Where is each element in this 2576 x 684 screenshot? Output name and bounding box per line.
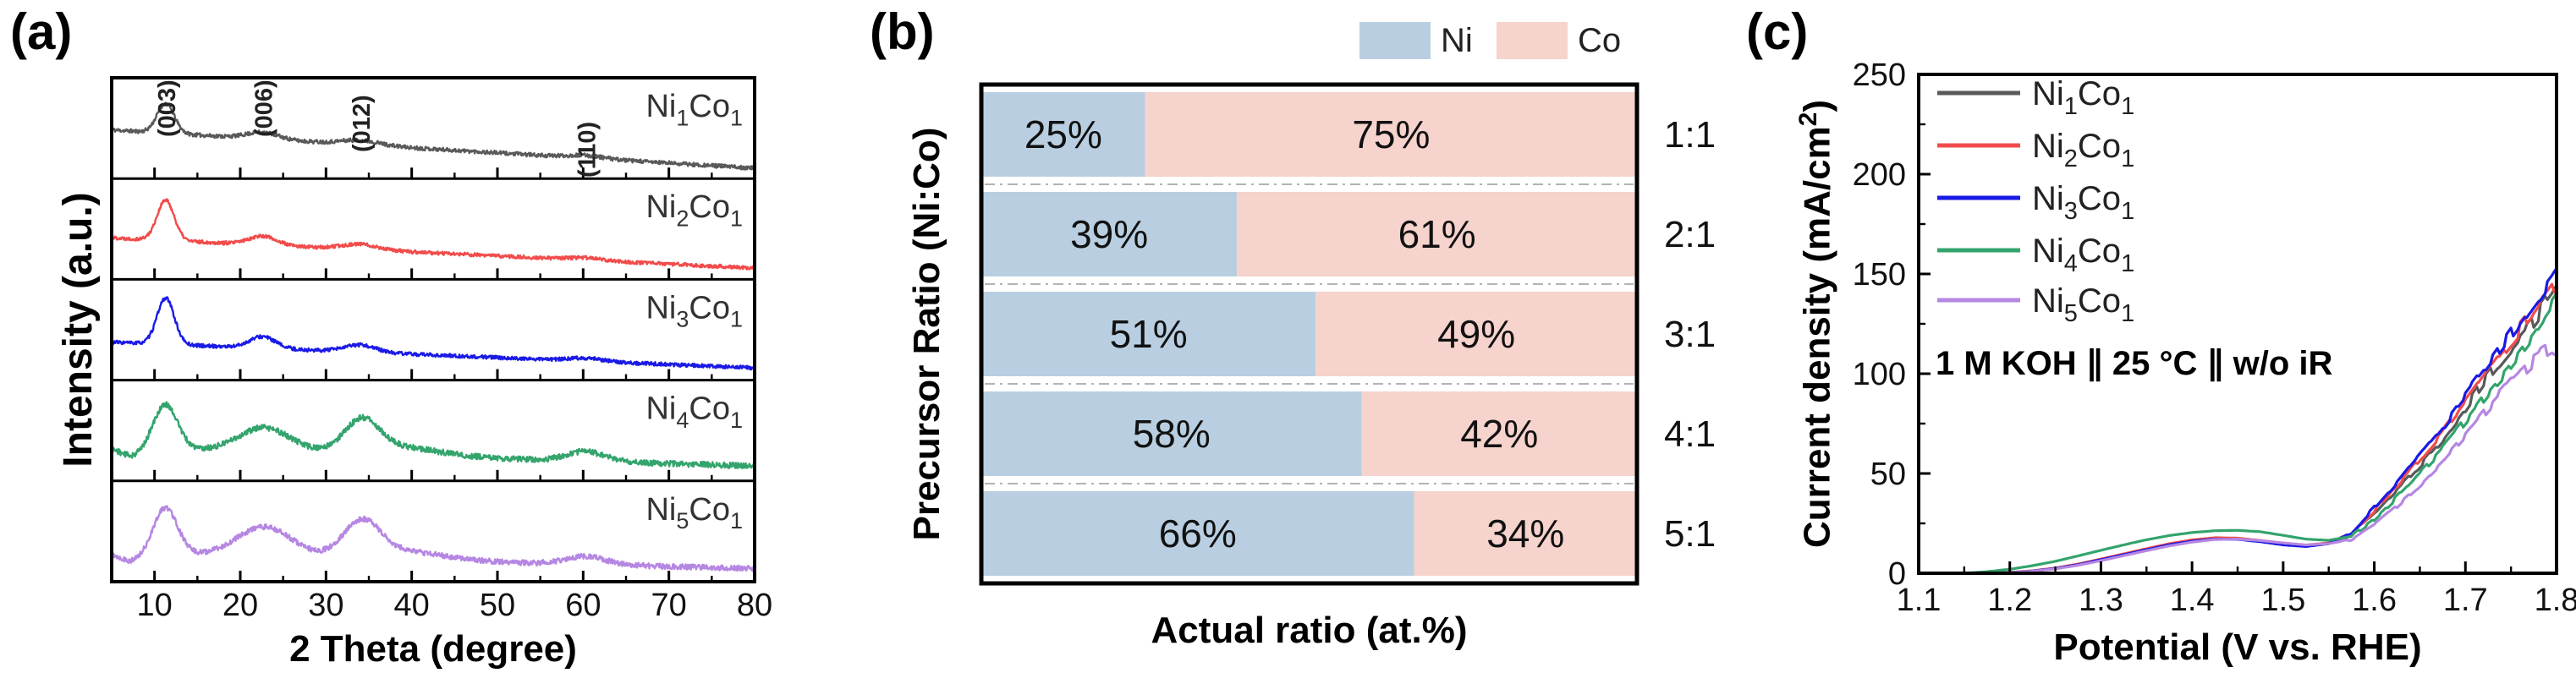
xrd-series-label-Ni5Co1: Ni5Co1 [645, 492, 743, 534]
x-tick-label: 1.3 [2079, 583, 2123, 618]
lsv-curve-Ni1Co1 [1986, 284, 2557, 573]
panel-a-plot: Ni1Co1 Ni2Co1 Ni3Co1 Ni4Co1 Ni5Co1 (003) (006)… [110, 76, 772, 623]
x-tick-label: 60 [565, 588, 601, 623]
bar-ni-value-label: 25% [1024, 112, 1102, 156]
x-tick-label: 50 [480, 588, 515, 623]
bar-co-value-label: 75% [1352, 112, 1430, 156]
legend-label-Ni5Co1: Ni5Co1 [2032, 282, 2134, 327]
bar-ni-segment [983, 391, 1362, 476]
panel-c-plot: 1.1 1.2 1.3 1.4 1.5 1.6 1.7 1.8 0 50 100 150 200 250 N… [1853, 57, 2576, 618]
y-tick-label: 100 [1853, 357, 1906, 392]
peak-label-006: (006) [250, 79, 277, 137]
panel-b-x-axis-title: Actual ratio (at.%) [1151, 610, 1468, 651]
x-tick-label: 20 [222, 588, 258, 623]
legend-label-Ni: Ni [1441, 22, 1473, 59]
panel-c-x-axis-title: Potential (V vs. RHE) [2053, 627, 2422, 668]
bar-ni-value-label: 51% [1110, 312, 1188, 356]
x-tick-label: 1.7 [2443, 583, 2488, 618]
xrd-trace-Ni3Co1 [111, 296, 755, 371]
legend-label-Ni3Co1: Ni3Co1 [2032, 180, 2134, 225]
panel-c-label: (c) [1746, 3, 1809, 60]
bar-co-value-label: 42% [1460, 412, 1538, 456]
bar-category-label: 5:1 [1664, 513, 1716, 555]
panel-a-label: (a) [10, 3, 73, 60]
panel-b-plot: 25% 75% 1:1 39% 61% 2:1 51% 49% 3:1 58% 42% 4:1 66% 3… [979, 22, 1716, 586]
conditions-annotation: 1 M KOH ∥ 25 °C ∥ w/o iR [1936, 345, 2333, 382]
x-tick-label: 1.6 [2352, 583, 2397, 618]
xrd-series-label-Ni3Co1: Ni3Co1 [645, 290, 743, 331]
panel-c-frame [1917, 73, 2558, 575]
y-tick-label: 150 [1853, 257, 1906, 293]
panel-b-label: (b) [870, 3, 935, 60]
y-tick-label: 50 [1870, 457, 1906, 492]
x-tick-label: 10 [137, 588, 173, 623]
bar-ni-segment [983, 491, 1414, 576]
xrd-trace-Ni2Co1 [110, 198, 755, 271]
bar-ni-segment [983, 92, 1145, 177]
bar-ni-segment [983, 292, 1316, 376]
x-tick-label: 40 [394, 588, 430, 623]
xrd-trace-Ni5Co1 [110, 505, 756, 572]
legend-label-Co: Co [1578, 22, 1621, 59]
peak-label-012: (012) [349, 95, 376, 152]
legend-label-Ni1Co1: Ni1Co1 [2032, 75, 2134, 120]
peak-label-110: (110) [574, 122, 601, 178]
xrd-trace-Ni4Co1 [110, 401, 755, 469]
x-tick-label: 1.8 [2535, 583, 2576, 618]
bar-category-label: 3:1 [1664, 314, 1716, 355]
panel-c-y-axis-title: Current density (mA/cm2) [1794, 99, 1838, 549]
peak-label-003: (003) [154, 79, 181, 137]
y-tick-label: 250 [1853, 57, 1906, 93]
bar-category-label: 1:1 [1664, 114, 1716, 156]
xrd-trace-Ni1Co1 [111, 101, 756, 171]
bar-co-segment [1237, 192, 1635, 276]
bar-category-label: 4:1 [1664, 413, 1716, 455]
xrd-series-label-Ni2Co1: Ni2Co1 [645, 189, 743, 231]
panel-a-y-axis-title: Intensity (a.u.) [56, 192, 101, 468]
x-tick-label: 1.1 [1897, 583, 1942, 618]
xrd-series-label-Ni1Co1: Ni1Co1 [645, 89, 743, 130]
panel-a-frame [110, 76, 756, 583]
x-tick-label: 80 [737, 588, 772, 623]
x-tick-label: 1.4 [2170, 583, 2215, 618]
lsv-curve-Ni4Co1 [1964, 292, 2557, 573]
panel-b-y-axis-title: Precursor Ratio (Ni:Co) [906, 127, 947, 541]
bar-ni-value-label: 66% [1159, 512, 1237, 555]
lsv-curve-Ni5Co1 [1986, 343, 2557, 573]
y-tick-label: 0 [1888, 556, 1906, 592]
panel-b-frame [979, 82, 1640, 586]
x-tick-label: 1.5 [2260, 583, 2305, 618]
legend-swatch-Co [1497, 22, 1568, 59]
bar-category-label: 2:1 [1664, 214, 1716, 255]
bar-co-segment [1145, 92, 1635, 177]
bar-co-segment [1315, 292, 1635, 376]
xrd-series-label-Ni4Co1: Ni4Co1 [645, 391, 743, 433]
x-tick-label: 1.2 [1987, 583, 2032, 618]
bar-co-segment [1361, 391, 1635, 476]
bar-ni-value-label: 58% [1133, 412, 1211, 456]
legend-swatch-Ni [1359, 22, 1431, 59]
bar-co-value-label: 34% [1486, 512, 1564, 555]
panel-a-x-axis-title: 2 Theta (degree) [289, 628, 577, 670]
legend-label-Ni2Co1: Ni2Co1 [2032, 128, 2134, 172]
bar-ni-segment [983, 192, 1238, 276]
bar-ni-value-label: 39% [1070, 212, 1148, 256]
bar-co-segment [1414, 491, 1635, 576]
y-tick-label: 200 [1853, 157, 1906, 193]
x-tick-label: 70 [651, 588, 687, 623]
legend-label-Ni4Co1: Ni4Co1 [2032, 233, 2134, 277]
x-tick-label: 30 [308, 588, 343, 623]
bar-co-value-label: 49% [1437, 312, 1515, 356]
bar-co-value-label: 61% [1398, 212, 1476, 256]
